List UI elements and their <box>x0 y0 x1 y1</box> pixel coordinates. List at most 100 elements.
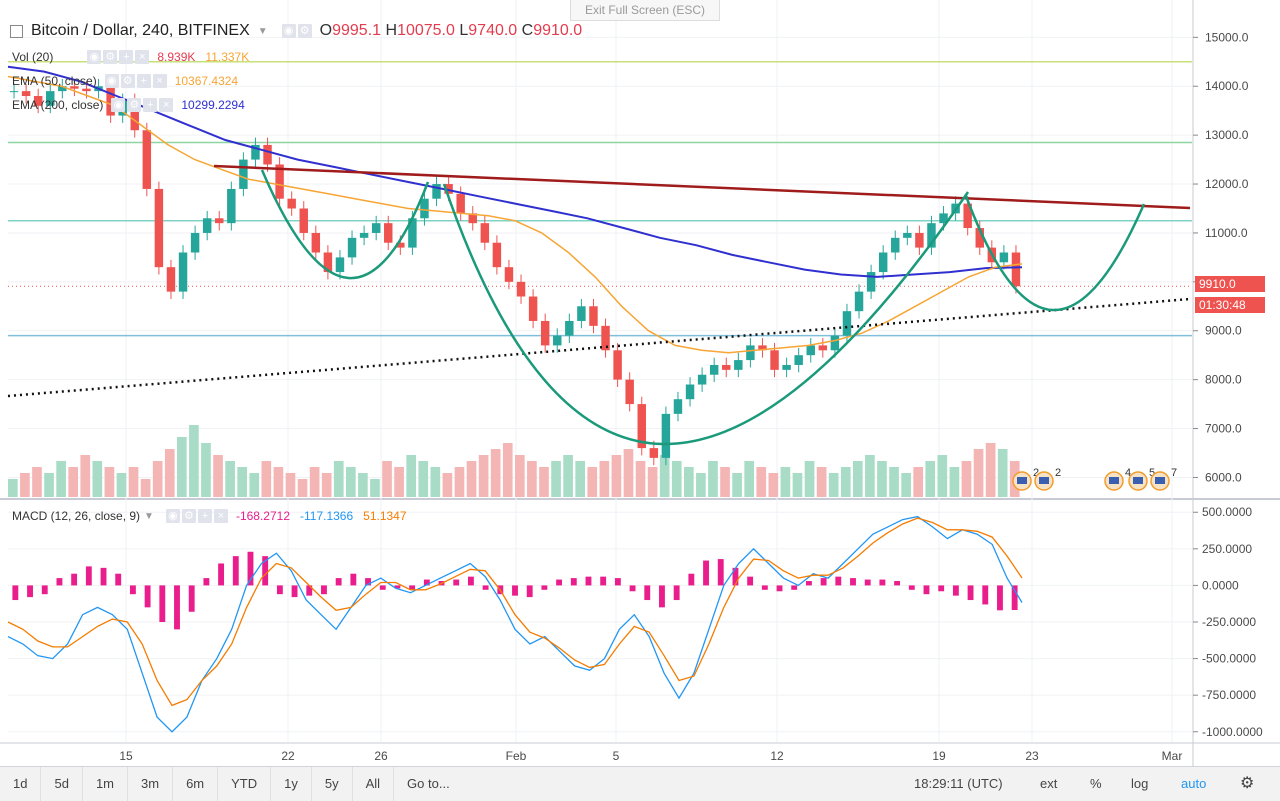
flag-icon <box>1133 477 1143 484</box>
candle-body <box>794 355 803 365</box>
ema200-legend: EMA (200, close) ◉ ⚙ + × 10299.2294 <box>12 98 245 112</box>
candle-body <box>963 203 972 229</box>
range-ytd[interactable]: YTD <box>218 767 272 801</box>
macd-legend: MACD (12, 26, close, 9) ▼ ◉ ⚙ + × -168.2712… <box>12 509 407 523</box>
vol-legend: Vol (20) ◉ ⚙ + × 8.939K 11.337K <box>12 50 249 64</box>
candle-body <box>154 188 164 268</box>
volume-bar <box>539 467 549 497</box>
y-tick-label: 11000.0 <box>1205 226 1248 240</box>
volume-bar <box>333 461 344 497</box>
candle-body <box>939 213 948 224</box>
candle-body <box>709 364 719 375</box>
volume-bar <box>249 473 260 497</box>
plus-icon[interactable]: + <box>143 98 158 112</box>
macd-y-tick-label: 250.0000 <box>1202 542 1252 556</box>
eye-icon[interactable]: ◉ <box>104 74 119 88</box>
macd-y-tick-label: -250.0000 <box>1202 615 1256 629</box>
candle-body <box>661 413 671 458</box>
volume-bar <box>913 467 924 497</box>
range-3m[interactable]: 3m <box>128 767 174 801</box>
range-5d[interactable]: 5d <box>41 767 83 801</box>
candle-body <box>33 96 43 106</box>
goto-button[interactable]: Go to... <box>407 776 450 791</box>
settings-gear-icon[interactable]: ⚙ <box>1240 775 1255 792</box>
candle-body <box>866 272 876 292</box>
close-icon[interactable]: × <box>159 98 174 112</box>
vol-ma-value: 11.337K <box>205 50 250 64</box>
gear-icon[interactable]: ⚙ <box>297 24 312 38</box>
range-1m[interactable]: 1m <box>83 767 128 801</box>
macd-y-tick-label: -1000.0000 <box>1202 725 1263 739</box>
gear-icon[interactable]: ⚙ <box>103 50 118 64</box>
eye-icon[interactable]: ◉ <box>111 98 126 112</box>
range-all[interactable]: All <box>353 767 395 801</box>
candle-body <box>565 320 574 336</box>
candle-body <box>697 374 707 385</box>
ext-toggle[interactable]: ext <box>1040 776 1058 791</box>
candle-body <box>46 91 55 106</box>
close-icon[interactable]: × <box>152 74 167 88</box>
close-icon[interactable]: × <box>135 50 150 64</box>
candle-body <box>444 184 453 194</box>
volume-bar <box>20 473 30 497</box>
range-6m[interactable]: 6m <box>173 767 219 801</box>
chevron-down-icon[interactable]: ▼ <box>144 510 154 522</box>
volume-bar <box>261 461 272 497</box>
volume-bar <box>346 467 356 497</box>
macd-y-tick-label: -500.0000 <box>1202 652 1256 666</box>
candle-body <box>239 159 248 189</box>
candle-body <box>371 223 381 233</box>
eye-icon[interactable]: ◉ <box>87 50 102 64</box>
eye-icon[interactable]: ◉ <box>281 24 296 38</box>
volume-bar <box>490 449 501 497</box>
candle-body <box>396 242 405 248</box>
gear-icon[interactable]: ⚙ <box>181 509 196 523</box>
volume-bar <box>611 455 622 497</box>
candle-body <box>420 198 429 219</box>
plus-icon[interactable]: + <box>136 74 151 88</box>
volume-bar <box>297 479 308 497</box>
volume-bar <box>285 473 296 497</box>
close-icon[interactable]: × <box>213 509 228 523</box>
volume-bar <box>768 473 779 497</box>
candle-body <box>311 232 321 253</box>
candle-body <box>82 88 91 92</box>
volume-bar <box>840 467 851 497</box>
candle-body <box>166 267 176 292</box>
y-tick-label: 13000.0 <box>1205 128 1249 142</box>
candle-body <box>335 257 345 273</box>
candle-body <box>589 306 598 326</box>
vol-value: 8.939K <box>157 50 196 64</box>
volume-bar <box>720 467 730 497</box>
gear-icon[interactable]: ⚙ <box>120 74 135 88</box>
volume-bar <box>985 443 996 497</box>
auto-toggle[interactable]: auto <box>1181 776 1207 791</box>
range-1y[interactable]: 1y <box>271 767 312 801</box>
eye-icon[interactable]: ◉ <box>165 509 180 523</box>
percent-toggle[interactable]: % <box>1090 776 1102 791</box>
volume-bar <box>527 461 537 497</box>
log-toggle[interactable]: log <box>1131 776 1149 791</box>
volume-bar <box>780 467 791 497</box>
candle-body <box>178 252 188 292</box>
chart-canvas[interactable]: 15 22 26 Feb 5 12 19 23 Mar6000.07000.08000.0900… <box>0 0 1280 766</box>
chevron-down-icon[interactable]: ▼ <box>257 25 268 37</box>
range-1d[interactable]: 1d <box>0 767 42 801</box>
y-tick-label: 14000.0 <box>1205 79 1249 93</box>
exit-fullscreen-button[interactable]: Exit Full Screen (ESC) <box>570 0 720 21</box>
volume-bar <box>92 461 103 497</box>
volume-bar <box>732 473 742 497</box>
plus-icon[interactable]: + <box>197 509 212 523</box>
volume-bar <box>756 467 767 497</box>
range-5y[interactable]: 5y <box>312 767 353 801</box>
last-price-tag: 9910.0 <box>1195 276 1265 292</box>
plus-icon[interactable]: + <box>119 50 134 64</box>
candle-body <box>432 184 441 199</box>
volume-bar <box>804 461 815 497</box>
clock[interactable]: 18:29:11 (UTC) <box>914 776 1003 791</box>
gear-icon[interactable]: ⚙ <box>127 98 142 112</box>
x-tick-label: 5 <box>613 749 620 763</box>
candle-body <box>577 306 586 321</box>
collapse-icon[interactable] <box>10 24 23 38</box>
event-count: 2 <box>1033 467 1039 479</box>
